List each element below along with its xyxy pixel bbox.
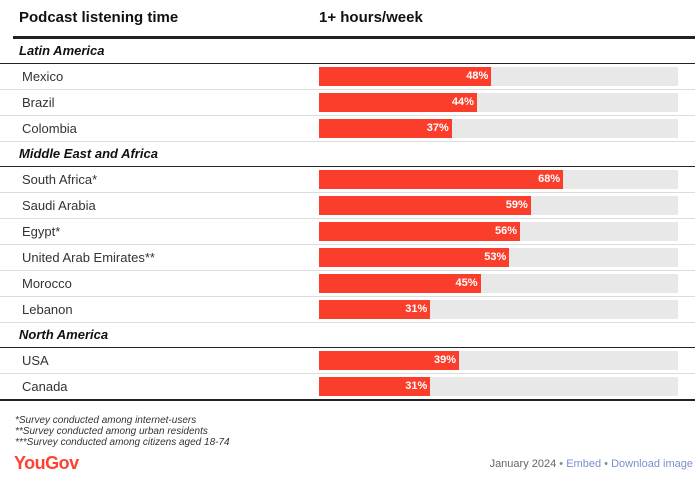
table-row: United Arab Emirates** 53% bbox=[0, 245, 695, 271]
bar-track: 68% bbox=[319, 170, 678, 189]
bar-value-label: 37% bbox=[426, 122, 449, 134]
table-row: Mexico 48% bbox=[0, 64, 695, 90]
bar-track: 39% bbox=[319, 351, 678, 370]
group-header: North America bbox=[0, 323, 695, 348]
download-image-link[interactable]: Download image bbox=[611, 458, 693, 470]
bar-track: 31% bbox=[319, 300, 678, 319]
row-label: Lebanon bbox=[22, 302, 73, 317]
table-row: South Africa* 68% bbox=[0, 167, 695, 193]
row-label: South Africa* bbox=[22, 172, 98, 187]
embed-link[interactable]: Embed bbox=[566, 458, 602, 470]
group-header: Latin America bbox=[0, 39, 695, 64]
chart-footer: January 2024 • Embed • Download image bbox=[490, 458, 693, 470]
footnote: ***Survey conducted among citizens aged … bbox=[15, 437, 230, 448]
table-row: Colombia 37% bbox=[0, 116, 695, 142]
bar: 48% bbox=[319, 67, 492, 86]
group-label: North America bbox=[19, 327, 109, 342]
bar-track: 45% bbox=[319, 274, 678, 293]
bar-value-label: 31% bbox=[405, 380, 428, 392]
row-label: Egypt* bbox=[22, 224, 61, 239]
bar: 44% bbox=[319, 93, 477, 112]
bar-track: 37% bbox=[319, 119, 678, 138]
bar-table: Latin America Mexico 48% Brazil 44% Colombia 3… bbox=[0, 39, 695, 401]
bar-value-label: 59% bbox=[505, 199, 528, 211]
bar-track: 31% bbox=[319, 377, 678, 396]
bar-value-label: 31% bbox=[405, 303, 428, 315]
row-label: Canada bbox=[22, 379, 68, 394]
bar: 31% bbox=[319, 377, 431, 396]
table-row: Saudi Arabia 59% bbox=[0, 193, 695, 219]
row-label: Colombia bbox=[22, 121, 77, 136]
bar-value-label: 53% bbox=[484, 251, 507, 263]
bar-value-label: 68% bbox=[538, 173, 561, 185]
bar: 39% bbox=[319, 351, 459, 370]
bar: 59% bbox=[319, 196, 531, 215]
bar: 68% bbox=[319, 170, 564, 189]
bar: 37% bbox=[319, 119, 452, 138]
bar: 31% bbox=[319, 300, 431, 319]
bar-track: 56% bbox=[319, 222, 678, 241]
row-label: USA bbox=[22, 353, 49, 368]
column-header-label: Podcast listening time bbox=[19, 9, 179, 26]
bar-value-label: 39% bbox=[433, 354, 456, 366]
table-row: Brazil 44% bbox=[0, 90, 695, 116]
bar: 53% bbox=[319, 248, 510, 267]
separator: • bbox=[604, 458, 608, 470]
table-row: Canada 31% bbox=[0, 374, 695, 401]
bar-track: 48% bbox=[319, 67, 678, 86]
column-header-metric: 1+ hours/week bbox=[319, 9, 423, 26]
row-label: Saudi Arabia bbox=[22, 198, 96, 213]
bar-value-label: 44% bbox=[451, 96, 474, 108]
yougov-logo: YouGov bbox=[14, 453, 79, 473]
bar-value-label: 56% bbox=[495, 225, 518, 237]
date-label: January 2024 bbox=[489, 458, 557, 470]
bar: 56% bbox=[319, 222, 521, 241]
header-divider bbox=[13, 36, 695, 39]
bar-track: 59% bbox=[319, 196, 678, 215]
table-row: Lebanon 31% bbox=[0, 297, 695, 323]
bar-track: 44% bbox=[319, 93, 678, 112]
group-header: Middle East and Africa bbox=[0, 142, 695, 167]
bar: 45% bbox=[319, 274, 481, 293]
bar-value-label: 45% bbox=[455, 277, 478, 289]
table-row: Egypt* 56% bbox=[0, 219, 695, 245]
table-header: Podcast listening time 1+ hours/week bbox=[0, 0, 695, 36]
row-label: United Arab Emirates** bbox=[22, 250, 155, 265]
row-label: Morocco bbox=[22, 276, 72, 291]
row-label: Mexico bbox=[22, 69, 64, 84]
bar-track: 53% bbox=[319, 248, 678, 267]
row-label: Brazil bbox=[22, 95, 55, 110]
group-label: Latin America bbox=[19, 43, 105, 58]
table-row: USA 39% bbox=[0, 348, 695, 374]
separator: • bbox=[559, 458, 564, 470]
footnotes: *Survey conducted among internet-users *… bbox=[15, 415, 230, 448]
table-row: Morocco 45% bbox=[0, 271, 695, 297]
footnote: **Survey conducted among urban residents bbox=[15, 426, 208, 437]
bar-value-label: 48% bbox=[466, 70, 489, 82]
group-label: Middle East and Africa bbox=[19, 146, 158, 161]
footnote: *Survey conducted among internet-users bbox=[15, 415, 197, 426]
